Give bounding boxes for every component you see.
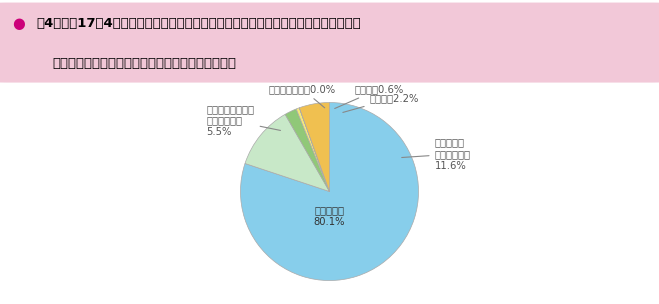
Text: どちらかと
言えば厳しい
11.6%: どちらかと 言えば厳しい 11.6% — [402, 137, 471, 171]
Text: 規制の内容全般について、どのように思いますか。: 規制の内容全般について、どのように思いますか。 — [53, 57, 237, 70]
Text: ●: ● — [12, 16, 24, 31]
Text: 図4　平成17年4月の倫理規程改正の内容を含め、現在倫理規程で定められている行為: 図4 平成17年4月の倫理規程改正の内容を含め、現在倫理規程で定められている行為 — [36, 17, 361, 30]
Wedge shape — [296, 108, 330, 192]
Text: 緩やかである　0.0%: 緩やかである 0.0% — [269, 84, 336, 108]
Wedge shape — [299, 102, 330, 192]
Text: 厳しい　2.2%: 厳しい 2.2% — [343, 93, 419, 112]
Wedge shape — [285, 109, 330, 192]
Wedge shape — [299, 108, 330, 192]
Text: 妥当である
80.1%: 妥当である 80.1% — [314, 206, 345, 227]
Wedge shape — [245, 114, 330, 192]
Wedge shape — [241, 102, 418, 281]
Text: どちらかと言えば
緩やかである
5.5%: どちらかと言えば 緩やかである 5.5% — [207, 104, 281, 137]
Text: 無回答　0.6%: 無回答 0.6% — [335, 84, 404, 109]
FancyBboxPatch shape — [0, 2, 659, 83]
